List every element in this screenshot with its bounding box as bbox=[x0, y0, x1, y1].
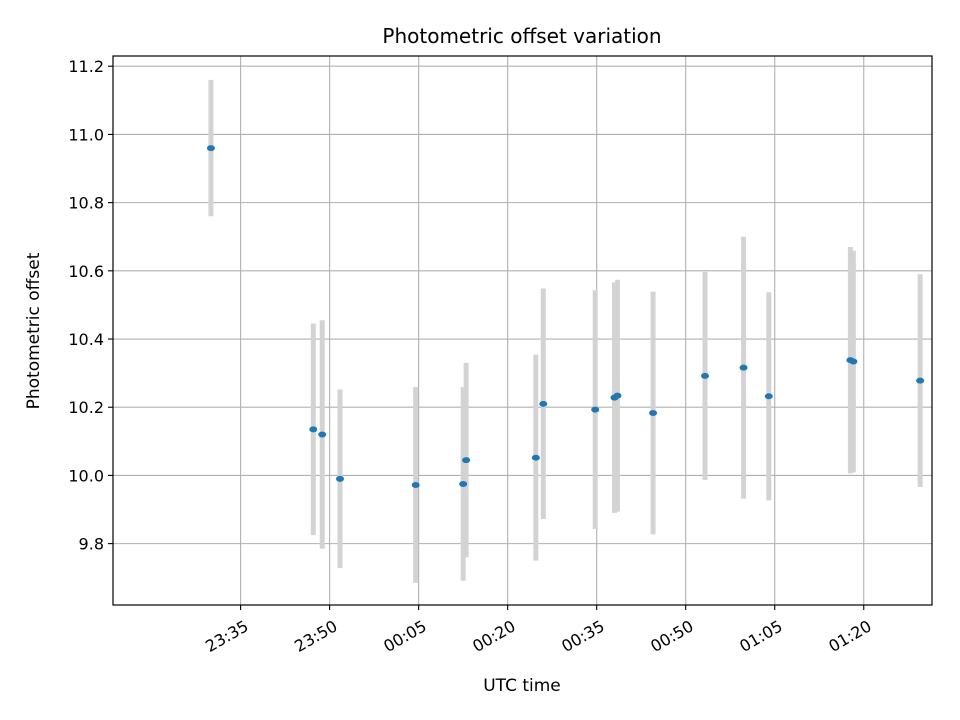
y-tick-label: 11.2 bbox=[68, 57, 104, 76]
y-tick-label: 10.6 bbox=[68, 262, 104, 281]
data-point bbox=[411, 481, 420, 488]
data-point bbox=[459, 480, 468, 487]
data-point bbox=[309, 426, 318, 433]
data-point bbox=[764, 393, 773, 400]
x-axis-title: UTC time bbox=[483, 676, 561, 696]
data-point bbox=[649, 410, 658, 417]
y-axis-ticks: 9.8 10.0 10.2 10.4 10.6 10.8 11.0 11.2 bbox=[68, 57, 113, 554]
y-tick-label: 10.4 bbox=[68, 330, 104, 349]
data-point bbox=[336, 475, 345, 482]
data-point bbox=[916, 377, 925, 384]
data-point bbox=[531, 454, 540, 461]
chart-title: Photometric offset variation bbox=[382, 24, 661, 48]
data-point bbox=[318, 431, 327, 438]
y-tick-label: 10.0 bbox=[68, 466, 104, 485]
data-point bbox=[739, 364, 748, 371]
data-point bbox=[206, 145, 215, 152]
data-point bbox=[849, 358, 858, 365]
data-point bbox=[462, 457, 471, 464]
data-point bbox=[539, 400, 548, 407]
y-tick-label: 9.8 bbox=[79, 535, 104, 554]
data-point bbox=[591, 406, 600, 413]
y-tick-label: 10.8 bbox=[68, 194, 104, 213]
data-points bbox=[206, 145, 925, 488]
y-axis-title: Photometric offset bbox=[24, 252, 44, 409]
data-point bbox=[613, 392, 622, 399]
y-tick-label: 11.0 bbox=[68, 125, 104, 144]
data-point bbox=[700, 372, 709, 379]
y-tick-label: 10.2 bbox=[68, 398, 104, 417]
plot-frame bbox=[112, 55, 933, 606]
